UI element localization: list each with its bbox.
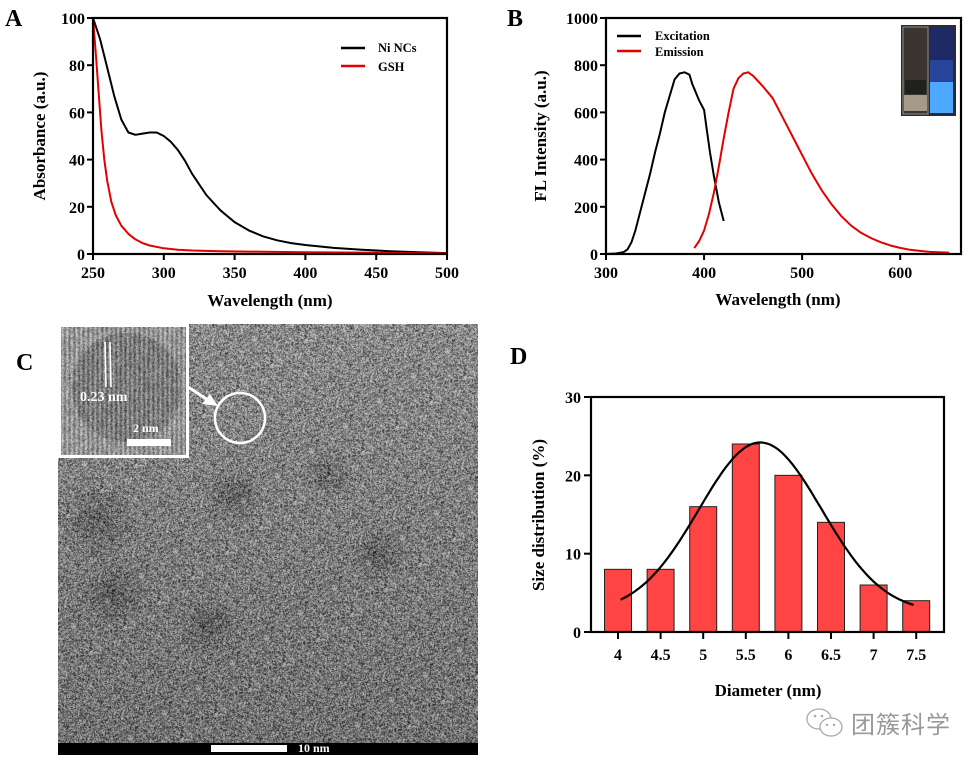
chart-b-legend: Excitation Emission — [617, 29, 710, 59]
x-tick-label: 7 — [870, 647, 878, 664]
y-tick-label: 0 — [573, 625, 581, 642]
arrow-line — [187, 385, 209, 402]
y-tick-label: 0 — [77, 247, 85, 264]
series-line-gsh — [92, 17, 448, 255]
y-tick-label: 100 — [61, 11, 85, 28]
bar-5 — [689, 506, 718, 633]
legend-label-ni-ncs: Ni NCs — [378, 41, 417, 55]
inset-scale-bar — [127, 439, 171, 446]
x-tick-label: 6 — [784, 647, 792, 664]
x-tick-label: 400 — [692, 265, 716, 282]
bar-5.5 — [731, 443, 760, 633]
chart-d-ylabel: Size distribution (%) — [529, 439, 548, 591]
series-line-emission — [693, 71, 950, 254]
bar-4.5 — [646, 568, 675, 633]
x-tick-label: 500 — [790, 265, 814, 282]
bar-7 — [859, 584, 888, 633]
tem-overlay — [187, 385, 267, 445]
chart-b-ylabel: FL Intensity (a.u.) — [531, 70, 550, 201]
highlight-circle — [213, 391, 267, 445]
tem-scale-strip: 10 nm — [58, 741, 478, 755]
hrtem-inset: 0.23 nm 2 nm — [58, 324, 189, 458]
lattice-marker-2 — [109, 341, 112, 388]
y-tick-label: 0 — [590, 247, 598, 264]
watermark: 团簇科学 — [805, 705, 951, 740]
arrow-head-icon — [202, 394, 218, 406]
panel-label-a: A — [5, 6, 23, 32]
x-tick-label: 4 — [614, 647, 622, 664]
y-tick-label: 800 — [574, 58, 598, 75]
x-tick-label: 350 — [223, 265, 247, 282]
y-tick-label: 60 — [69, 105, 85, 122]
panel-label-c: C — [16, 350, 34, 376]
legend-label-emission: Emission — [655, 45, 704, 59]
chart-a-legend: Ni NCs GSH — [341, 41, 417, 74]
chart-b-fluorescence: 300 400 500 600 0 200 400 600 800 1000 Wavelength… — [531, 11, 963, 309]
x-tick-label: 7.5 — [906, 647, 926, 664]
chart-d-size-distribution: 4 4.5 5 5.5 6 6.5 7 7.5 0 10 20 30 Diameter (nm) Si… — [529, 390, 946, 700]
lattice-marker-1 — [104, 341, 107, 388]
vial-photo-inset — [901, 25, 956, 116]
x-tick-label: 400 — [293, 265, 317, 282]
x-tick-label: 5.5 — [736, 647, 756, 664]
chart-a-xlabel: Wavelength (nm) — [207, 291, 332, 310]
x-tick-label: 5 — [699, 647, 707, 664]
tem-image: 0.23 nm 2 nm 10 nm — [58, 324, 478, 755]
y-tick-label: 400 — [574, 153, 598, 170]
y-tick-label: 600 — [574, 105, 598, 122]
chart-a-absorbance: 250 300 350 400 450 500 0 20 40 60 80 100 Wavelengt… — [30, 11, 459, 310]
x-tick-label: 250 — [81, 265, 105, 282]
chart-b-xlabel: Wavelength (nm) — [715, 290, 840, 309]
x-tick-label: 600 — [888, 265, 912, 282]
x-tick-label: 450 — [364, 265, 388, 282]
chart-d-xlabel: Diameter (nm) — [715, 681, 822, 700]
lattice-spacing-label: 0.23 nm — [80, 390, 128, 405]
x-tick-label: 300 — [594, 265, 618, 282]
legend-label-gsh: GSH — [378, 60, 405, 74]
x-tick-label: 500 — [435, 265, 459, 282]
series-line-ni-ncs — [92, 17, 448, 255]
plot-frame — [604, 16, 963, 256]
panel-label-b: B — [507, 6, 524, 32]
y-tick-label: 200 — [574, 200, 598, 217]
inset-scale-label: 2 nm — [133, 421, 159, 435]
x-tick-label: 4.5 — [651, 647, 671, 664]
wechat-icon — [806, 707, 843, 737]
gaussian-fit-line — [620, 441, 914, 606]
y-tick-label: 80 — [69, 58, 85, 75]
y-tick-label: 10 — [565, 547, 581, 564]
tem-scale-label: 10 nm — [298, 741, 330, 755]
bar-4 — [604, 568, 632, 633]
chart-a-ylabel: Absorbance (a.u.) — [30, 72, 49, 201]
hrtem-lattice — [61, 327, 186, 455]
y-tick-label: 1000 — [566, 11, 598, 28]
series-line-excitation — [605, 71, 725, 255]
x-tick-label: 300 — [152, 265, 176, 282]
y-tick-label: 20 — [565, 468, 581, 485]
bar-6 — [774, 474, 803, 633]
tem-scale-bar — [211, 745, 287, 752]
y-tick-label: 40 — [69, 153, 85, 170]
panel-label-d: D — [510, 344, 528, 370]
x-tick-label: 6.5 — [821, 647, 841, 664]
watermark-text: 团簇科学 — [851, 711, 951, 739]
legend-label-excitation: Excitation — [655, 29, 710, 43]
bar-7.5 — [902, 600, 931, 633]
y-tick-label: 30 — [565, 390, 581, 407]
plot-frame — [91, 16, 449, 256]
y-tick-label: 20 — [69, 200, 85, 217]
plot-frame — [589, 395, 946, 634]
